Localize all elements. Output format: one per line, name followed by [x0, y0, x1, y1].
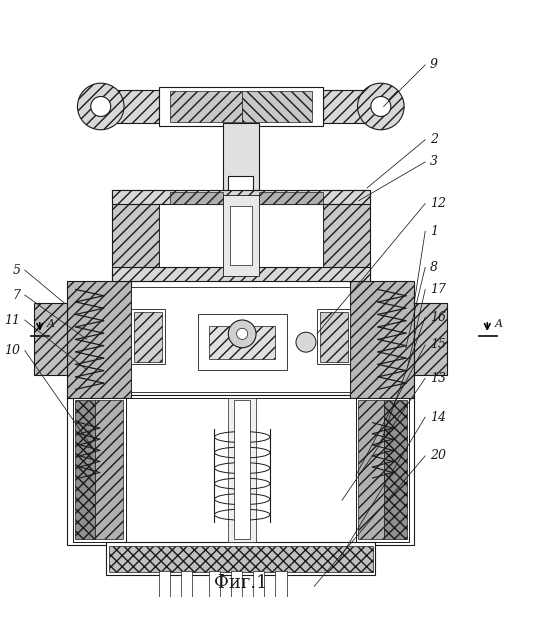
Bar [68, 395, 414, 545]
Text: 15: 15 [430, 339, 446, 351]
Bar [106, 542, 375, 575]
Circle shape [371, 97, 391, 116]
Bar [234, 401, 250, 539]
Text: 16: 16 [430, 311, 446, 324]
Polygon shape [259, 193, 323, 204]
Text: 14: 14 [430, 410, 446, 424]
Bar [209, 571, 220, 603]
Text: 5: 5 [12, 264, 20, 276]
Polygon shape [68, 281, 131, 397]
Polygon shape [323, 90, 381, 123]
Circle shape [296, 332, 316, 352]
Text: A: A [495, 319, 503, 329]
Text: Фиг.1: Фиг.1 [214, 573, 268, 592]
Bar [276, 571, 287, 603]
Bar [228, 397, 256, 542]
Polygon shape [134, 312, 162, 362]
Bar [131, 309, 164, 364]
Bar [317, 309, 350, 364]
Text: 2: 2 [430, 133, 438, 147]
Bar [356, 397, 409, 542]
Text: A: A [47, 319, 55, 329]
Polygon shape [112, 189, 159, 281]
Polygon shape [350, 281, 414, 397]
Polygon shape [323, 189, 369, 281]
Circle shape [236, 328, 248, 339]
Bar [159, 204, 323, 268]
Polygon shape [75, 401, 95, 539]
Polygon shape [209, 326, 276, 359]
Text: 10: 10 [4, 344, 20, 357]
Bar [112, 189, 369, 204]
Text: 7: 7 [12, 289, 20, 301]
Text: 9: 9 [430, 58, 438, 72]
Text: 3: 3 [430, 156, 438, 168]
Circle shape [91, 97, 111, 116]
Text: 20: 20 [430, 449, 446, 462]
Polygon shape [198, 314, 287, 370]
Circle shape [358, 83, 404, 130]
Bar [181, 571, 192, 603]
Polygon shape [170, 193, 223, 204]
Polygon shape [414, 303, 447, 376]
Bar [159, 571, 170, 603]
Polygon shape [358, 401, 383, 539]
Polygon shape [242, 91, 311, 122]
Bar [159, 600, 323, 611]
Bar [73, 397, 126, 542]
Text: 8: 8 [430, 261, 438, 274]
Bar [230, 206, 252, 264]
Polygon shape [101, 90, 159, 123]
Bar [253, 571, 264, 603]
Bar [126, 397, 356, 542]
Text: 1: 1 [430, 225, 438, 238]
Polygon shape [170, 91, 242, 122]
Bar [223, 195, 259, 276]
Bar [112, 268, 369, 281]
Polygon shape [159, 87, 323, 126]
Circle shape [78, 83, 124, 130]
Polygon shape [383, 401, 408, 539]
Bar [131, 287, 350, 392]
Text: 11: 11 [4, 314, 20, 326]
Text: 13: 13 [430, 372, 446, 385]
Text: 17: 17 [430, 283, 446, 296]
Bar [223, 123, 259, 189]
Bar [231, 571, 242, 603]
Text: 12: 12 [430, 197, 446, 210]
Polygon shape [109, 546, 372, 572]
Polygon shape [34, 303, 68, 376]
Bar [228, 176, 253, 198]
Polygon shape [320, 312, 348, 362]
Circle shape [228, 320, 256, 348]
Polygon shape [95, 401, 123, 539]
